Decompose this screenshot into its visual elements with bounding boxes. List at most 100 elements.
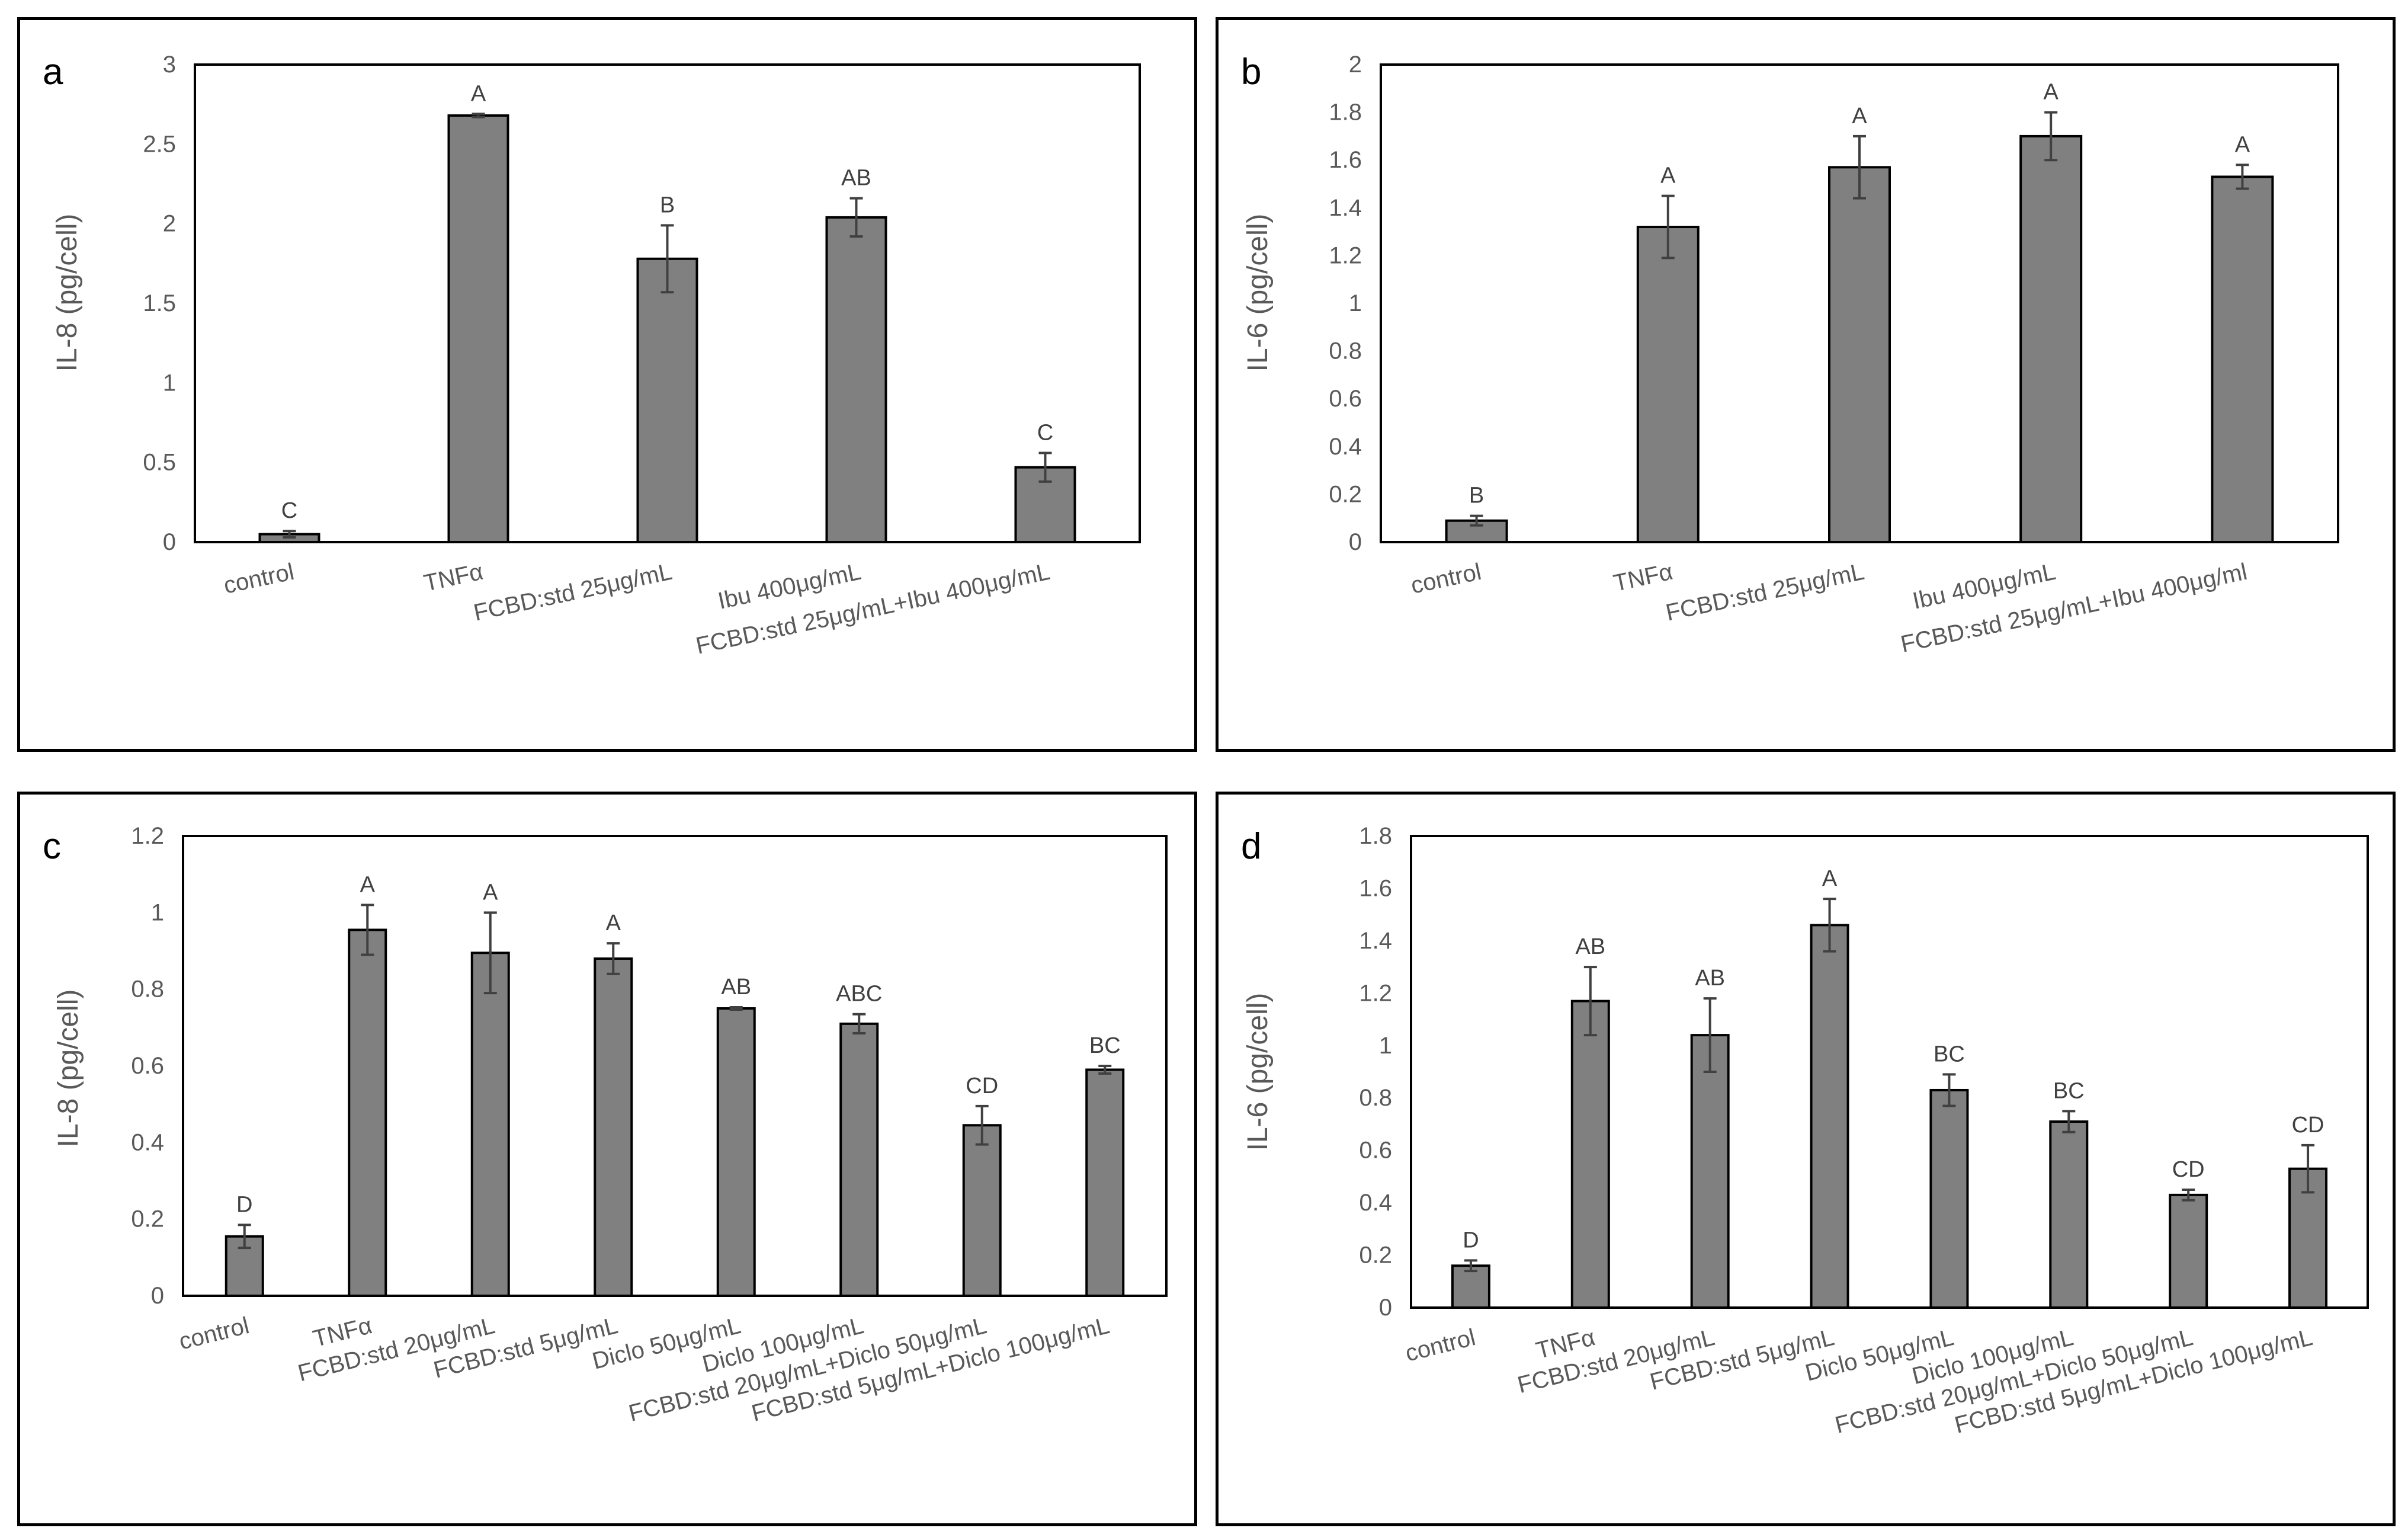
x-tick-label: FCBD:std 25μg/mL: [1663, 559, 1867, 626]
y-axis-label: IL-6 (pg/cell): [1242, 993, 1274, 1151]
bar: [1690, 1034, 1730, 1309]
y-tick-label: 1.2: [1359, 980, 1392, 1006]
y-tick-label: 1.2: [131, 823, 164, 849]
error-bar: [660, 224, 674, 294]
significance-label: CD: [2292, 1113, 2324, 1138]
significance-label: D: [236, 1192, 252, 1217]
y-axis-label: IL-8 (pg/cell): [52, 214, 83, 372]
panel-label: b: [1241, 52, 1261, 92]
y-tick-label: 0: [163, 529, 176, 555]
x-tick-label: control: [222, 559, 297, 599]
y-tick-label: 0.8: [1359, 1085, 1392, 1111]
bar: [447, 114, 509, 543]
significance-label: AB: [1695, 966, 1725, 991]
panel-label: d: [1241, 826, 1261, 867]
error-bar: [1703, 997, 1717, 1073]
significance-label: BC: [1089, 1033, 1121, 1058]
y-tick-label: 0: [151, 1283, 164, 1309]
error-bar: [238, 1223, 251, 1250]
plot-area: [1410, 835, 2369, 1309]
significance-label: C: [281, 498, 297, 523]
y-tick-label: 0.2: [131, 1206, 164, 1232]
bar: [636, 257, 698, 543]
y-tick-label: 1: [1349, 290, 1362, 316]
error-bar: [849, 197, 863, 238]
x-tick-label: control: [177, 1312, 252, 1355]
y-tick-label: 1: [163, 370, 176, 396]
y-axis-label: IL-8 (pg/cell): [53, 989, 84, 1148]
significance-label: CD: [2172, 1157, 2205, 1182]
y-tick-label: 0: [1379, 1295, 1392, 1321]
bar: [825, 216, 887, 544]
y-tick-label: 3: [163, 52, 176, 78]
y-tick-label: 0.4: [1359, 1190, 1392, 1216]
significance-label: A: [606, 911, 621, 936]
significance-label: A: [1852, 104, 1867, 129]
significance-label: A: [2235, 132, 2250, 157]
y-tick-label: 1: [151, 899, 164, 925]
y-tick-label: 0.5: [143, 450, 176, 476]
error-bar: [1583, 966, 1597, 1037]
x-tick-label: TNFα: [422, 559, 486, 597]
bar: [594, 957, 633, 1297]
error-bar: [729, 1006, 743, 1011]
bar: [1929, 1088, 1969, 1309]
error-bar: [2301, 1144, 2315, 1194]
significance-label: BC: [1934, 1042, 1965, 1066]
significance-label: A: [471, 81, 486, 106]
y-tick-label: 1.4: [1329, 195, 1362, 221]
error-bar: [483, 911, 497, 995]
y-tick-label: 0.4: [1329, 434, 1362, 460]
error-bar: [1098, 1065, 1112, 1075]
bar: [470, 952, 510, 1297]
y-tick-label: 0.6: [1359, 1138, 1392, 1164]
error-bar: [361, 904, 374, 956]
error-bar: [2044, 111, 2058, 162]
bar: [2169, 1193, 2208, 1309]
error-bar: [1470, 514, 1483, 527]
significance-label: A: [2044, 80, 2059, 105]
y-tick-label: 0.8: [131, 976, 164, 1002]
y-tick-label: 1.2: [1329, 242, 1362, 268]
x-tick-label: control: [1403, 1324, 1478, 1367]
significance-label: ABC: [836, 982, 882, 1007]
bar: [716, 1007, 756, 1297]
plot-area: [182, 835, 1168, 1297]
significance-label: A: [483, 880, 498, 905]
y-tick-label: 1.5: [143, 290, 176, 316]
chart-panel-b: b 0 0.2 0.4 0.6 0.8 1 1.2 1.4 1.6 1.8 2 IL-6 (pg/cel…: [1216, 17, 2396, 752]
bar: [1570, 1000, 1610, 1309]
error-bar: [852, 1013, 866, 1035]
bar: [1085, 1068, 1125, 1297]
error-bar: [1464, 1259, 1477, 1273]
y-tick-label: 0.4: [131, 1129, 164, 1155]
y-tick-label: 2: [163, 211, 176, 237]
error-bar: [1823, 898, 1836, 953]
significance-label: A: [1660, 164, 1676, 188]
significance-label: A: [1822, 866, 1838, 891]
y-tick-label: 1.8: [1359, 823, 1392, 849]
error-bar: [1661, 194, 1675, 260]
error-bar: [1038, 451, 1052, 483]
y-tick-label: 0: [1349, 529, 1362, 555]
y-tick-label: 0.8: [1329, 338, 1362, 364]
bar: [1810, 924, 1849, 1309]
bar: [2049, 1120, 2089, 1309]
bar: [839, 1022, 879, 1297]
significance-label: B: [660, 193, 675, 217]
error-bar: [1942, 1073, 1956, 1107]
significance-label: BC: [2053, 1078, 2085, 1103]
error-bar: [283, 530, 296, 539]
x-tick-label: FCBD:std 25μg/mL+Ibu 400μg/ml: [1899, 559, 2249, 658]
y-tick-label: 2: [1349, 52, 1362, 78]
chart-d: d 0 0.2 0.4 0.6 0.8 1 1.2 1.4 1.6 1.8 IL-6 (pg/cell…: [1241, 823, 2369, 1439]
significance-label: CD: [966, 1074, 998, 1098]
bar: [962, 1124, 1002, 1297]
error-bar: [2062, 1110, 2076, 1133]
x-tick-label: control: [1409, 559, 1484, 599]
bar: [2019, 134, 2083, 543]
y-tick-label: 0.2: [1359, 1242, 1392, 1269]
x-tick-label: TNFα: [1611, 559, 1675, 597]
